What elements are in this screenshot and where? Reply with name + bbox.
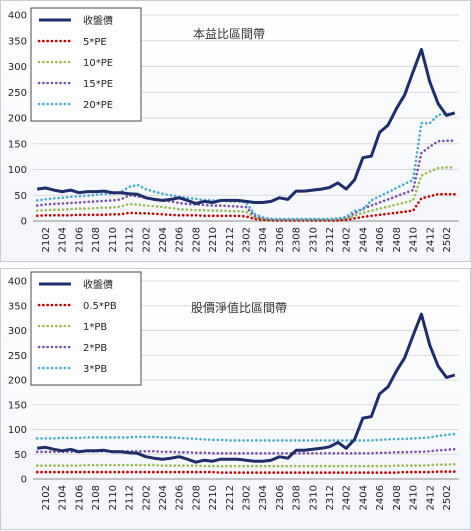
- y-tick-label: 200: [8, 114, 27, 125]
- y-tick-label: 350: [8, 36, 27, 47]
- series-line: [35, 470, 457, 474]
- y-tick-label: 100: [8, 425, 27, 436]
- x-tick-label: 2110: [108, 485, 119, 510]
- x-tick-label: 2210: [208, 485, 219, 510]
- x-tick-label: 2106: [74, 485, 85, 510]
- x-tick-label: 2202: [141, 485, 152, 510]
- x-tick-label: 2402: [342, 227, 353, 252]
- x-tick-label: 2206: [175, 227, 186, 252]
- chart-title: 本益比區間帶: [193, 27, 265, 41]
- legend-label: 5*PE: [83, 37, 107, 48]
- x-tick-label: 2204: [158, 227, 169, 252]
- y-tick-label: 300: [8, 62, 27, 73]
- pb-band-chart-panel: 0 50 100 150 200 250 300 350 400 2102 2104 2106 2108…: [0, 268, 471, 530]
- x-tick-label: 2306: [275, 485, 286, 510]
- x-tick-label: 2310: [308, 227, 319, 252]
- x-tick-label: 2212: [225, 485, 236, 510]
- legend-label: 收盤價: [83, 14, 113, 27]
- x-tick-label: 2112: [125, 227, 136, 252]
- x-tick-label: 2408: [392, 485, 403, 510]
- legend: [30, 271, 142, 386]
- legend: [30, 7, 142, 122]
- y-tick-label: 250: [8, 88, 27, 99]
- x-tick-label: 2404: [358, 485, 369, 510]
- series-line: [35, 139, 457, 221]
- x-tick-label: 2412: [425, 485, 436, 510]
- x-tick-label: 2312: [325, 227, 336, 252]
- x-tick-label: 2402: [342, 485, 353, 510]
- x-tick-label: 2308: [292, 227, 303, 252]
- legend-label: 1*PB: [83, 322, 107, 333]
- x-tick-label: 2304: [258, 485, 269, 510]
- series-line: [35, 462, 457, 468]
- x-tick-label: 2112: [125, 485, 136, 510]
- x-tick-label: 2406: [375, 227, 386, 252]
- y-tick-label: 50: [14, 191, 27, 202]
- x-tick-label: 2110: [108, 227, 119, 252]
- legend-label: 20*PE: [83, 100, 113, 111]
- x-tick-label: 2108: [91, 227, 102, 252]
- y-tick-label: 350: [8, 301, 27, 312]
- x-tick-label: 2502: [442, 485, 453, 510]
- x-tick-label: 2302: [242, 227, 253, 252]
- x-tick-label: 2212: [225, 227, 236, 252]
- x-tick-label: 2406: [375, 485, 386, 510]
- x-tick-label: 2410: [409, 227, 420, 252]
- y-tick-label: 400: [8, 11, 27, 22]
- legend-label: 收盤價: [83, 278, 113, 291]
- x-tick-label: 2102: [41, 227, 52, 252]
- x-tick-label: 2108: [91, 485, 102, 510]
- x-tick-label: 2204: [158, 485, 169, 510]
- series-line: [37, 312, 456, 464]
- chart-title: 股價淨值比區間帶: [191, 300, 287, 315]
- pe-band-chart: 0 50 100 150 200 250 300 350 400 2102 2104 2106 2108…: [8, 7, 459, 252]
- legend-label: 3*PB: [83, 364, 107, 375]
- x-tick-label: 2312: [325, 485, 336, 510]
- x-tick-label: 2302: [242, 485, 253, 510]
- x-tick-label: 2310: [308, 485, 319, 510]
- y-tick-label: 50: [14, 450, 27, 461]
- series-line: [35, 192, 457, 222]
- series-line: [35, 432, 457, 442]
- y-tick-label: 100: [8, 165, 27, 176]
- y-tick-label: 150: [8, 139, 27, 150]
- y-tick-label: 0: [21, 475, 27, 486]
- legend-label: 15*PE: [83, 79, 113, 90]
- x-tick-label: 2502: [442, 227, 453, 252]
- x-tick-label: 2304: [258, 227, 269, 252]
- y-tick-label: 200: [8, 376, 27, 387]
- x-tick-label: 2210: [208, 227, 219, 252]
- legend-label: 2*PB: [83, 343, 107, 354]
- x-tick-label: 2412: [425, 227, 436, 252]
- x-tick-label: 2308: [292, 485, 303, 510]
- y-tick-label: 400: [8, 277, 27, 288]
- y-tick-label: 150: [8, 400, 27, 411]
- legend-label: 0.5*PB: [83, 301, 117, 312]
- x-tick-label: 2408: [392, 227, 403, 252]
- y-tick-label: 250: [8, 351, 27, 362]
- pe-band-chart-panel: 0 50 100 150 200 250 300 350 400 2102 2104 2106 2108…: [0, 0, 471, 262]
- x-tick-label: 2410: [409, 485, 420, 510]
- series-line: [37, 48, 456, 205]
- x-tick-label: 2306: [275, 227, 286, 252]
- x-tick-label: 2102: [41, 485, 52, 510]
- y-tick-label: 300: [8, 326, 27, 337]
- x-tick-label: 2208: [191, 227, 202, 252]
- x-tick-label: 2208: [191, 485, 202, 510]
- x-tick-label: 2106: [74, 227, 85, 252]
- series-line: [35, 166, 457, 222]
- x-tick-label: 2104: [58, 485, 69, 510]
- legend-label: 10*PE: [83, 58, 113, 69]
- x-tick-label: 2206: [175, 485, 186, 510]
- series-line: [35, 112, 457, 221]
- x-tick-label: 2404: [358, 227, 369, 252]
- pb-band-chart: 0 50 100 150 200 250 300 350 400 2102 2104 2106 2108…: [8, 271, 459, 510]
- x-tick-label: 2202: [141, 227, 152, 252]
- x-tick-label: 2104: [58, 227, 69, 252]
- y-tick-label: 0: [21, 217, 27, 228]
